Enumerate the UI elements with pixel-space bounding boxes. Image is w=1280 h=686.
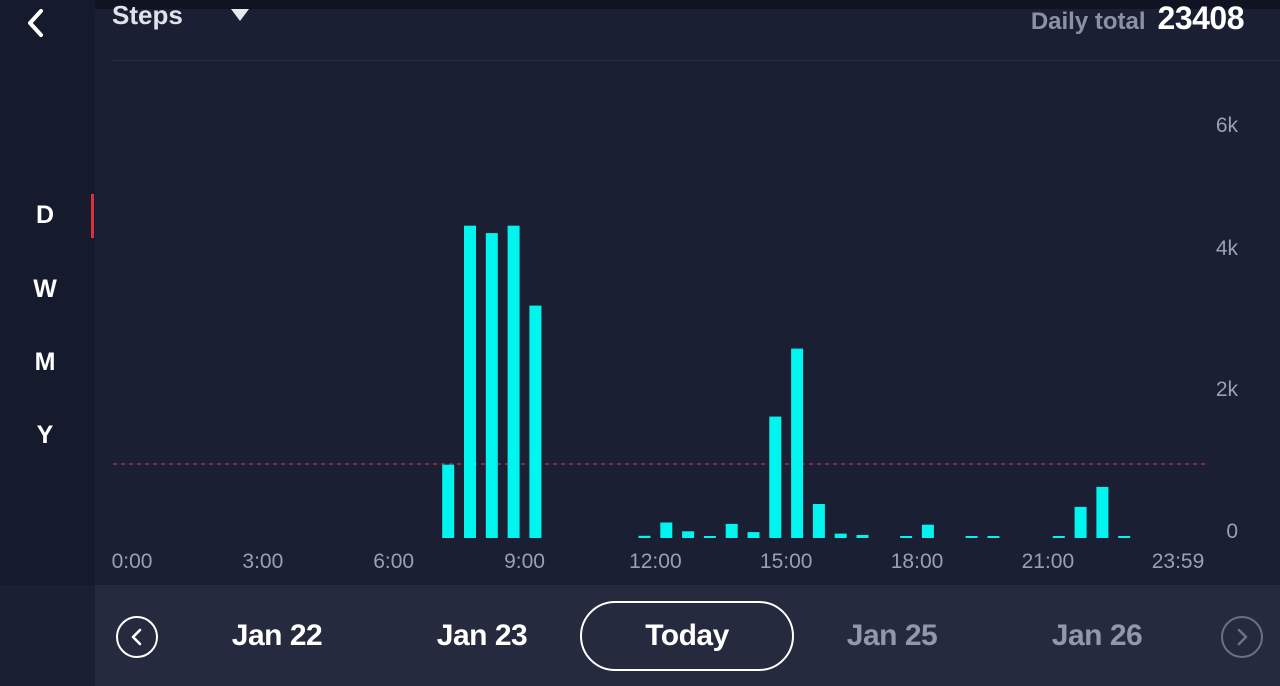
x-tick-label: 3:00 [242,550,283,573]
chart-bar [965,536,978,538]
x-tick-label: 0:00 [112,550,153,573]
period-month[interactable]: M [34,348,56,376]
chart-bar [747,532,760,538]
chart-bar [987,536,1000,538]
period-day[interactable]: D [35,201,55,229]
date-item-jan-22[interactable]: Jan 22 [231,619,323,652]
date-navigation-bar: Jan 22 Jan 23 Today Jan 25 Jan 26 [95,585,1280,686]
chart-bar [1052,536,1065,538]
chart-bar [1096,486,1109,538]
x-tick-label: 9:00 [504,550,545,573]
chart-bar [725,523,738,538]
chart-bar [464,225,476,538]
chart-bar [921,524,934,538]
chart-bar [442,464,455,538]
x-tick-label: 6:00 [373,550,414,573]
top-strip [0,0,1280,9]
date-item-today[interactable]: Today [580,601,794,671]
next-day-button[interactable] [1221,616,1263,658]
metric-label: Steps [112,0,183,30]
chart-bar [769,416,782,538]
date-item-jan-23[interactable]: Jan 23 [436,619,528,652]
daily-total: Daily total 23408 [1030,0,1245,42]
metric-dropdown[interactable]: Steps [112,0,249,30]
chart-bar [834,533,847,538]
chevron-left-icon [28,9,43,37]
previous-day-button[interactable] [116,616,158,658]
daily-total-label: Daily total [1030,8,1146,35]
chevron-left-icon [131,628,142,646]
date-item-jan-25[interactable]: Jan 25 [846,619,938,652]
chevron-right-icon [1237,628,1248,646]
x-tick-label: 23:59 [1152,550,1205,573]
chart-bar [1074,506,1087,538]
x-tick-label: 12:00 [629,550,682,573]
chart-bar [485,233,498,538]
y-tick-label: 4k [1216,237,1239,260]
chart-bar [507,225,520,538]
chart-bar [638,535,651,538]
y-tick-label: 0 [1226,520,1238,543]
y-tick-label: 2k [1216,378,1239,401]
x-tick-label: 18:00 [891,550,944,573]
period-sidebar: D W M Y [0,0,95,585]
chart-bar [856,535,869,538]
y-tick-label: 6k [1216,114,1239,137]
chart-bar [1118,536,1131,538]
x-tick-label: 15:00 [760,550,813,573]
chart-bar [791,348,804,538]
caret-down-icon [230,9,249,21]
date-item-jan-26[interactable]: Jan 26 [1051,619,1143,652]
daily-total-value: 23408 [1157,0,1245,36]
x-tick-label: 21:00 [1022,550,1075,573]
selected-period-indicator [91,194,94,238]
chart-bar [812,504,825,538]
chart-bar [703,536,716,538]
back-button[interactable] [16,4,54,42]
steps-bar-chart: 0:00 3:00 6:00 9:00 12:00 15:00 18:00 21:00 23:5… [112,114,1239,573]
chart-bar [900,536,913,538]
chart-bar [682,531,695,538]
chart-bar [660,522,673,538]
chart-bar [529,305,542,538]
period-week[interactable]: W [33,275,57,303]
header-divider [112,60,1280,61]
period-year[interactable]: Y [36,421,54,449]
